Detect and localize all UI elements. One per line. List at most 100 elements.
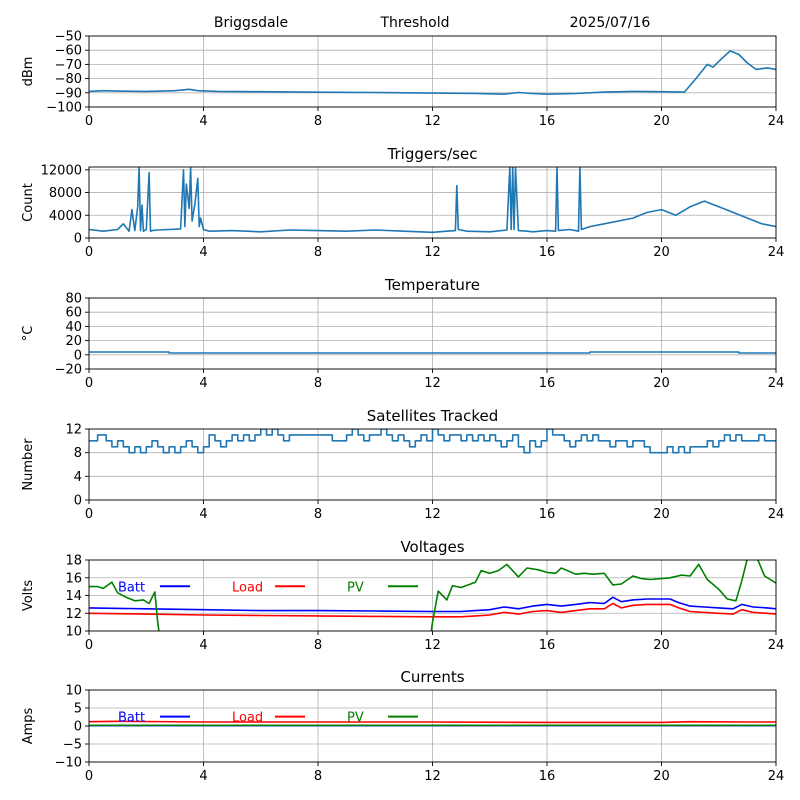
legend-label-batt: Batt bbox=[118, 580, 145, 595]
header-site: Briggsdale bbox=[214, 15, 288, 31]
x-tick-label: 16 bbox=[539, 114, 556, 129]
chart-panel-0: 0 4 8 12 16 20 24 −100−90−80−70−60−50 dBm bbox=[21, 30, 784, 130]
series-line-0 bbox=[89, 351, 776, 354]
y-tick-label: 8 bbox=[74, 446, 82, 461]
y-tick-label: 14 bbox=[65, 589, 82, 604]
series-line-batt bbox=[89, 596, 776, 613]
y-tick-label: −90 bbox=[55, 86, 82, 101]
y-axis-label: Amps bbox=[21, 707, 36, 744]
series-line-0 bbox=[89, 50, 776, 95]
x-tick-label: 12 bbox=[424, 638, 441, 653]
legend-label-load: Load bbox=[232, 711, 263, 726]
y-axis-label: °C bbox=[21, 326, 36, 342]
x-tick-label: 8 bbox=[314, 376, 322, 391]
y-tick-label: 60 bbox=[65, 306, 82, 321]
y-tick-label: −70 bbox=[55, 58, 82, 73]
x-tick-label: 16 bbox=[539, 245, 556, 260]
x-tick-label: 0 bbox=[85, 507, 93, 522]
series-line-load bbox=[89, 602, 776, 618]
legend-label-batt: Batt bbox=[118, 711, 145, 726]
y-tick-label: 0 bbox=[74, 232, 82, 247]
x-tick-label: 20 bbox=[653, 507, 670, 522]
x-tick-label: 16 bbox=[539, 507, 556, 522]
x-tick-label: 0 bbox=[85, 769, 93, 784]
x-tick-label: 4 bbox=[199, 245, 207, 260]
y-tick-label: 16 bbox=[65, 571, 82, 586]
y-tick-label: 12 bbox=[65, 607, 82, 622]
y-axis-label: Volts bbox=[21, 580, 36, 612]
y-tick-label: −80 bbox=[55, 72, 82, 87]
x-tick-label: 12 bbox=[424, 245, 441, 260]
y-tick-label: −5 bbox=[63, 738, 82, 753]
chart-title: Voltages bbox=[400, 538, 464, 556]
x-tick-label: 0 bbox=[85, 114, 93, 129]
x-tick-label: 24 bbox=[768, 376, 785, 391]
legend-label-load: Load bbox=[232, 580, 263, 595]
x-tick-label: 8 bbox=[314, 245, 322, 260]
x-tick-label: 24 bbox=[768, 245, 785, 260]
chart-title: Currents bbox=[400, 668, 464, 686]
y-tick-label: 0 bbox=[74, 720, 82, 735]
y-tick-label: −60 bbox=[55, 44, 82, 59]
chart-panel-1: 0 4 8 12 16 20 24 0 4000 8000 12000 Triggers/sec Cou… bbox=[21, 145, 784, 260]
x-tick-label: 16 bbox=[539, 769, 556, 784]
x-tick-label: 4 bbox=[199, 114, 207, 129]
x-tick-label: 24 bbox=[768, 114, 785, 129]
y-tick-label: 12 bbox=[65, 423, 82, 438]
x-tick-label: 8 bbox=[314, 507, 322, 522]
y-tick-label: 5 bbox=[74, 702, 82, 717]
chart-title: Triggers/sec bbox=[387, 145, 478, 163]
chart-title: Temperature bbox=[384, 276, 480, 294]
x-tick-label: 0 bbox=[85, 245, 93, 260]
y-tick-label: 0 bbox=[74, 348, 82, 363]
y-axis-label: Number bbox=[21, 438, 36, 491]
x-tick-label: 8 bbox=[314, 114, 322, 129]
x-tick-label: 16 bbox=[539, 638, 556, 653]
x-tick-label: 20 bbox=[653, 376, 670, 391]
x-tick-label: 12 bbox=[424, 507, 441, 522]
x-tick-label: 0 bbox=[85, 376, 93, 391]
y-tick-label: 20 bbox=[65, 334, 82, 349]
x-tick-label: 12 bbox=[424, 376, 441, 391]
legend-label-pv: PV bbox=[347, 580, 364, 595]
series-line-0 bbox=[89, 167, 776, 234]
header-mode: Threshold bbox=[380, 15, 450, 31]
chart-panel-5: 0 4 8 12 16 20 24 −10 −5 0 5 10 Currents Amps Batt Load… bbox=[21, 668, 784, 784]
y-tick-label: 80 bbox=[65, 292, 82, 307]
y-tick-label: −50 bbox=[55, 30, 82, 45]
x-tick-label: 0 bbox=[85, 638, 93, 653]
chart-panel-4: 0 4 8 12 16 20 24 10 12 14 16 18 Voltages Volts Batt Lo… bbox=[21, 538, 784, 653]
chart-panel-3: 0 4 8 12 16 20 24 0 4 8 12 Satellites Tracked Number bbox=[21, 407, 784, 522]
y-tick-label: 10 bbox=[65, 684, 82, 699]
y-tick-label: 8000 bbox=[49, 186, 82, 201]
x-tick-label: 4 bbox=[199, 376, 207, 391]
x-tick-label: 16 bbox=[539, 376, 556, 391]
x-tick-label: 24 bbox=[768, 638, 785, 653]
x-tick-label: 20 bbox=[653, 638, 670, 653]
x-tick-label: 20 bbox=[653, 769, 670, 784]
y-tick-label: 18 bbox=[65, 554, 82, 569]
y-tick-label: 10 bbox=[65, 625, 82, 640]
x-tick-label: 12 bbox=[424, 769, 441, 784]
y-tick-label: 12000 bbox=[41, 163, 82, 178]
y-tick-label: −10 bbox=[55, 756, 82, 771]
x-tick-label: 24 bbox=[768, 507, 785, 522]
y-tick-label: 4000 bbox=[49, 209, 82, 224]
series-line-0 bbox=[89, 429, 776, 454]
y-axis-label: dBm bbox=[21, 57, 36, 87]
x-tick-label: 8 bbox=[314, 638, 322, 653]
x-tick-label: 12 bbox=[424, 114, 441, 129]
y-tick-label: −20 bbox=[55, 363, 82, 378]
x-tick-label: 4 bbox=[199, 507, 207, 522]
x-tick-label: 24 bbox=[768, 769, 785, 784]
header-date: 2025/07/16 bbox=[570, 15, 651, 31]
x-tick-label: 4 bbox=[199, 638, 207, 653]
x-tick-label: 20 bbox=[653, 245, 670, 260]
series-line-load bbox=[89, 720, 776, 724]
chart-title: Satellites Tracked bbox=[367, 407, 498, 425]
y-tick-label: 40 bbox=[65, 320, 82, 335]
y-tick-label: −100 bbox=[46, 101, 82, 116]
